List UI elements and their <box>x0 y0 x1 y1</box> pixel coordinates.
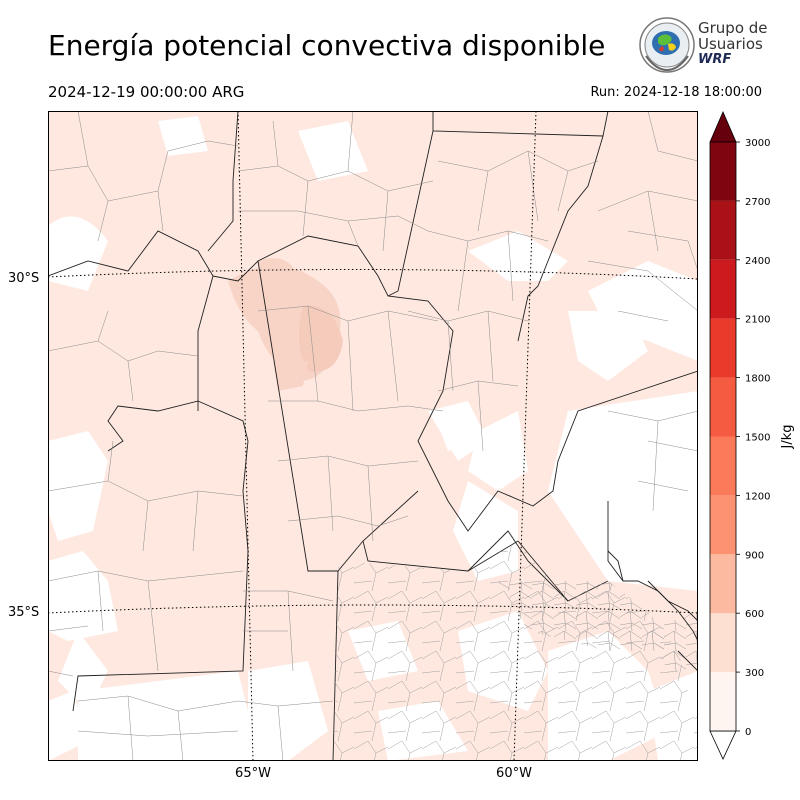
colorbar-under-extension <box>709 730 737 760</box>
colorbar-tick-label: 900 <box>745 550 764 561</box>
lon-label-60w: 60°W <box>496 766 532 781</box>
logo-text-line2: Usuarios <box>698 35 763 53</box>
globe-logo-icon <box>639 17 695 73</box>
colorbar-segment <box>710 613 736 673</box>
colorbar-tick-label: 300 <box>745 668 764 679</box>
colorbar-tick-label: 0 <box>745 727 751 738</box>
colorbar-over-extension <box>709 110 737 143</box>
cape-map <box>48 111 698 761</box>
colorbar-tick-label: 2700 <box>745 197 770 208</box>
colorbar-tick-label: 1200 <box>745 491 770 502</box>
logo-text-line1: Grupo de <box>698 19 768 37</box>
colorbar-segment <box>710 377 736 437</box>
buenos-aires-partidos <box>333 541 698 761</box>
grupo-usuarios-wrf-logo: Grupo de Usuarios WRF <box>638 16 768 76</box>
map-frame <box>48 111 698 761</box>
coastline <box>607 550 698 672</box>
colorbar-segment <box>710 436 736 496</box>
colorbar-tick-label: 1500 <box>745 433 770 444</box>
colorbar: 0 300 600 900 1200 1500 1800 2100 2400 2700 3000 J/… <box>709 110 795 760</box>
colorbar-segment <box>710 495 736 555</box>
colorbar-tick-label: 600 <box>745 609 764 620</box>
colorbar-tick-label: 2100 <box>745 315 770 326</box>
valid-time: 2024-12-19 00:00:00 ARG <box>48 83 245 101</box>
colorbar-segment <box>710 142 736 201</box>
map-svg <box>48 111 698 761</box>
colorbar-tick-label: 1800 <box>745 374 770 385</box>
lon-label-65w: 65°W <box>235 766 271 781</box>
colorbar-segment <box>710 200 736 260</box>
colorbar-segment <box>710 672 736 731</box>
lat-label-35s: 35°S <box>8 605 40 620</box>
run-time: Run: 2024-12-18 18:00:00 <box>590 85 762 100</box>
southern-departments <box>77 590 334 761</box>
colorbar-segment <box>710 554 736 614</box>
colorbar-segment <box>710 259 736 319</box>
page-title: Energía potencial convectiva disponible <box>48 29 606 62</box>
lat-label-30s: 30°S <box>8 271 40 286</box>
colorbar-tick-label: 2400 <box>745 256 770 267</box>
graticule <box>48 111 698 761</box>
logo-text-wrf: WRF <box>698 52 732 67</box>
colorbar-unit-label: J/kg <box>780 425 795 450</box>
colorbar-segment <box>710 318 736 378</box>
department-boundaries <box>48 111 698 677</box>
colorbar-tick-label: 3000 <box>745 138 770 149</box>
